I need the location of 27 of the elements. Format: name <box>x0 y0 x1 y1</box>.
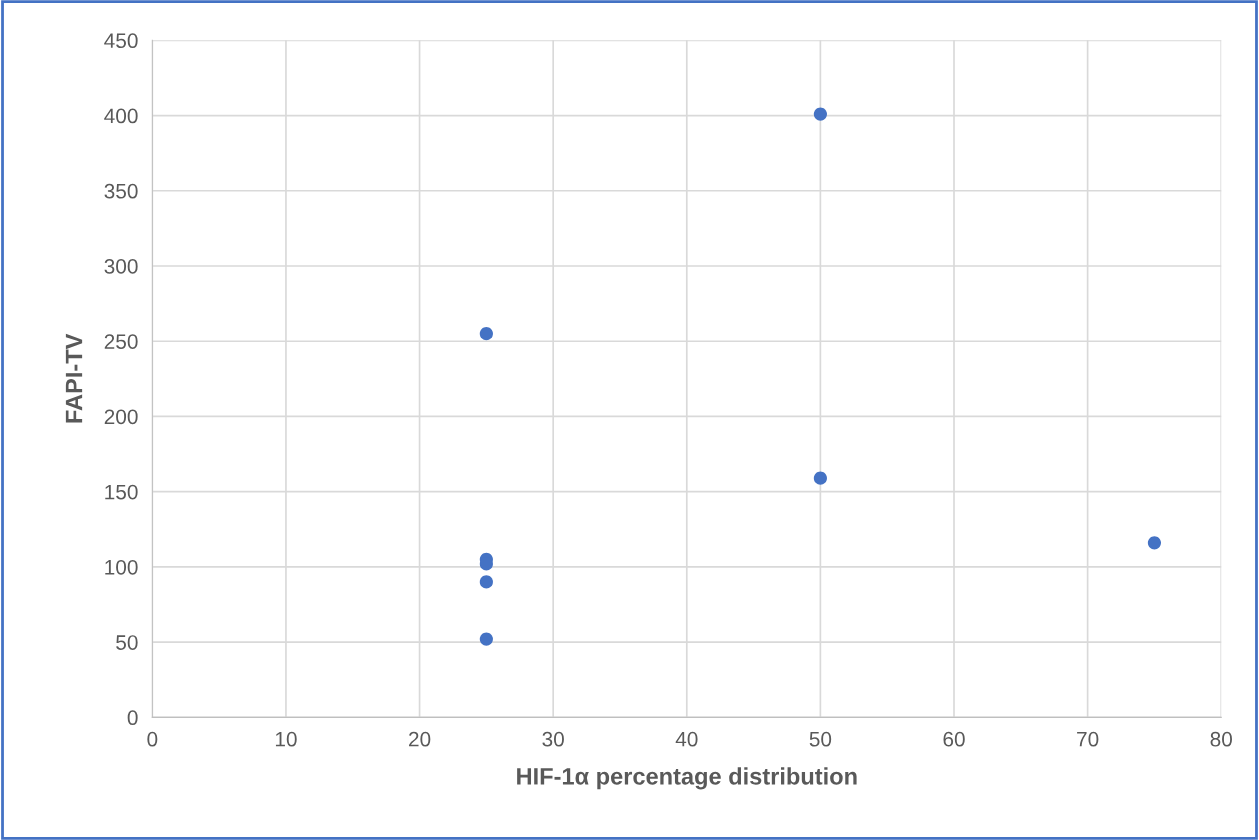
x-tick-label: 0 <box>147 731 158 747</box>
y-tick-label: 0 <box>127 710 138 726</box>
point <box>813 107 827 121</box>
y-tick-label: 450 <box>104 33 138 49</box>
y-axis-title: FAPI-TV <box>65 333 83 423</box>
point <box>479 327 493 341</box>
y-tick-label: 400 <box>104 108 138 124</box>
y-tick-label: 50 <box>116 635 138 650</box>
x-tick-label: 60 <box>943 731 965 747</box>
x-axis-title: HIF-1α percentage distribution <box>517 767 857 790</box>
point <box>479 575 493 589</box>
y-tick-label: 200 <box>104 409 138 425</box>
y-tick-label: 350 <box>104 183 138 199</box>
point <box>479 632 493 646</box>
x-tick-label: 70 <box>1077 731 1099 747</box>
y-tick-label: 100 <box>105 559 138 575</box>
point <box>1147 536 1162 550</box>
x-tick-label: 80 <box>1210 731 1232 747</box>
y-tick-label: 150 <box>105 484 138 500</box>
y-tick-label: 250 <box>104 334 138 349</box>
x-tick-label: 40 <box>675 731 698 747</box>
y-tick-label: 300 <box>104 259 138 274</box>
point <box>813 471 827 485</box>
x-tick-label: 50 <box>809 731 832 747</box>
x-tick-label: 30 <box>542 731 564 747</box>
x-tick-label: 20 <box>409 731 431 747</box>
x-tick-label: 10 <box>275 731 297 747</box>
